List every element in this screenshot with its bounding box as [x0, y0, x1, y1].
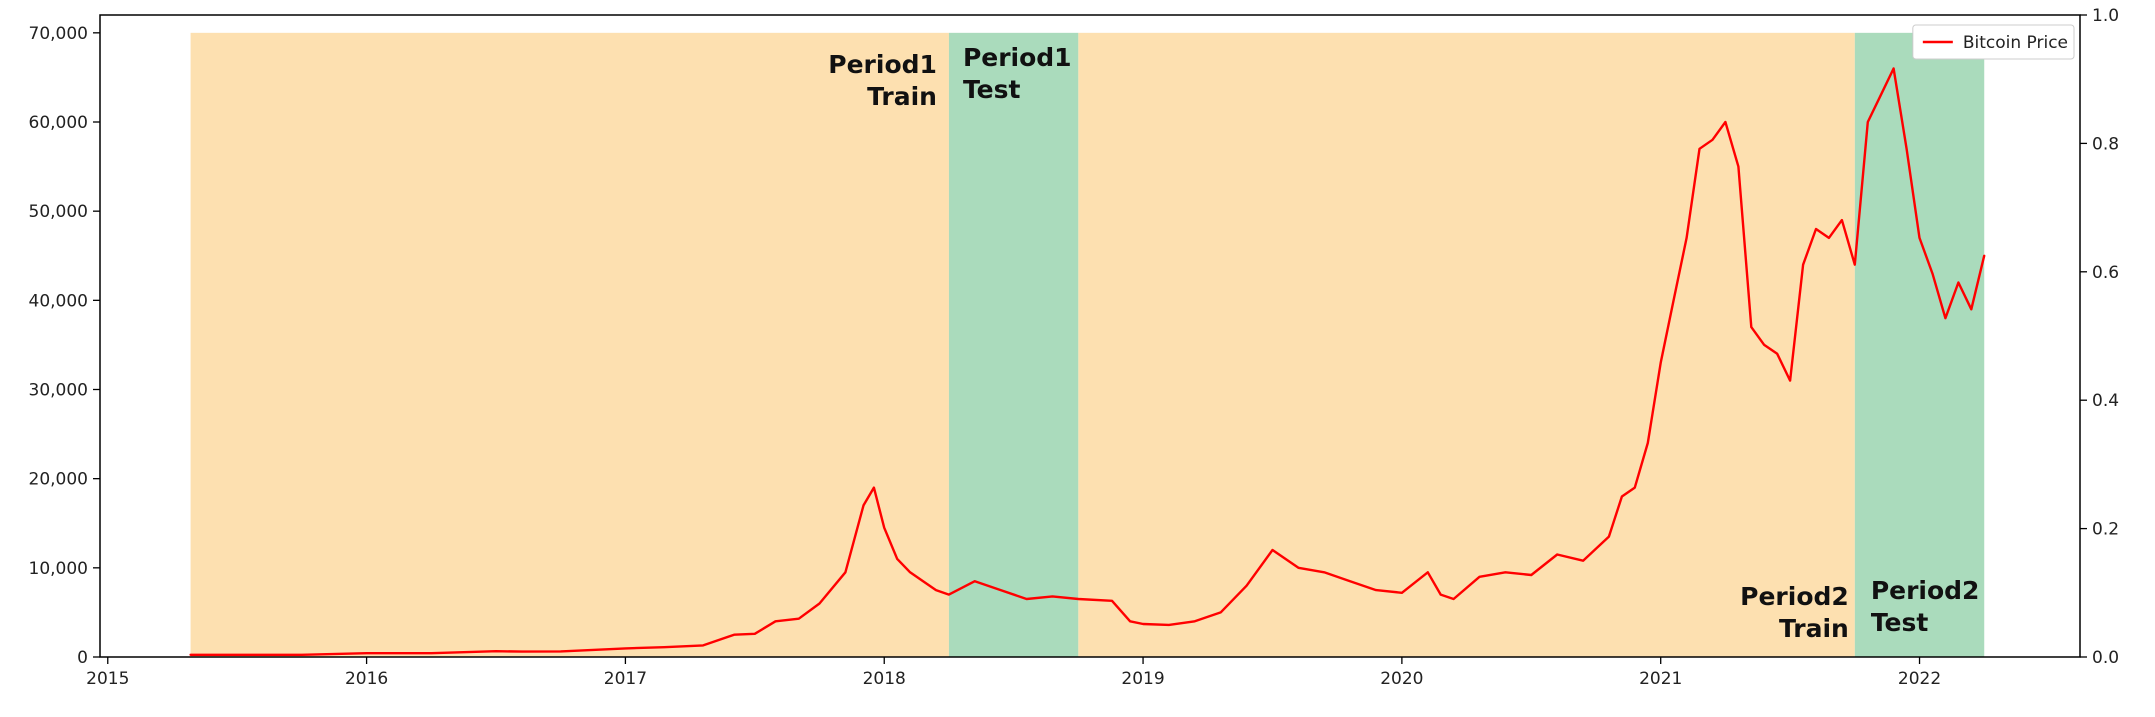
- y-tick-label-40-000: 40,000: [29, 291, 88, 311]
- x-axis: 2015 2016 2017 2018 2019 2020 2021 2022: [86, 657, 1941, 689]
- x-tick-label-2021: 2021: [1639, 669, 1682, 689]
- region-period2-train: [1078, 32, 1855, 658]
- legend-box: [1912, 24, 2075, 60]
- x-tick-label-2020: 2020: [1380, 669, 1423, 689]
- x-tick-label-2018: 2018: [863, 669, 906, 689]
- y2-tick-label-1-0: 1.0: [2092, 6, 2119, 26]
- region-label-period1-test-1: Period1: [963, 43, 1072, 72]
- series-layer: [189, 67, 1986, 656]
- y-tick-label-30-000: 30,000: [29, 381, 88, 401]
- legend: Bitcoin Price: [1912, 24, 2075, 60]
- region-label-period2-test-1: Period2: [1871, 576, 1980, 605]
- y-tick-label-10-000: 10,000: [29, 559, 88, 579]
- x-tick-label-2015: 2015: [86, 669, 129, 689]
- region-label-period1-test-2: Test: [963, 75, 1021, 104]
- y-axis-right: 0.0 0.2 0.4 0.6 0.8 1.0: [2080, 6, 2119, 668]
- y2-tick-label-0-0: 0.0: [2092, 648, 2119, 668]
- region-period1-test: [948, 32, 1079, 658]
- region-label-period1-train-2: Train: [867, 82, 937, 111]
- region-label-period2-train-1: Period2: [1740, 582, 1849, 611]
- y-tick-label-0: 0: [77, 648, 88, 668]
- y2-tick-label-0-2: 0.2: [2092, 520, 2119, 540]
- y2-tick-label-0-4: 0.4: [2092, 391, 2119, 411]
- region-label-period1-train-1: Period1: [828, 50, 937, 79]
- region-period1-train: [190, 32, 949, 658]
- x-tick-label-2016: 2016: [345, 669, 388, 689]
- region-label-period2-test-2: Test: [1871, 608, 1929, 637]
- y-axis-left: 0 10,000 20,000 30,000 40,000 50,000 60,000 70,…: [29, 24, 100, 668]
- y-tick-label-50-000: 50,000: [29, 202, 88, 222]
- y2-tick-label-0-6: 0.6: [2092, 263, 2119, 283]
- y2-tick-label-0-8: 0.8: [2092, 134, 2119, 154]
- region-label-period2-train-2: Train: [1779, 614, 1849, 643]
- period-labels: Period1 Train Period1 Test Period2 Train Perio…: [828, 43, 1979, 643]
- x-tick-label-2019: 2019: [1121, 669, 1164, 689]
- series-line-bitcoin-price: [189, 67, 1986, 656]
- period-regions: [190, 32, 1985, 658]
- x-tick-label-2022: 2022: [1898, 669, 1941, 689]
- region-period2-test: [1854, 32, 1985, 658]
- y-tick-label-70-000: 70,000: [29, 24, 88, 44]
- x-tick-label-2017: 2017: [604, 669, 647, 689]
- plot-frame: [99, 14, 2081, 658]
- legend-label: Bitcoin Price: [1963, 33, 2068, 53]
- y-tick-label-20-000: 20,000: [29, 470, 88, 490]
- y-tick-label-60-000: 60,000: [29, 113, 88, 133]
